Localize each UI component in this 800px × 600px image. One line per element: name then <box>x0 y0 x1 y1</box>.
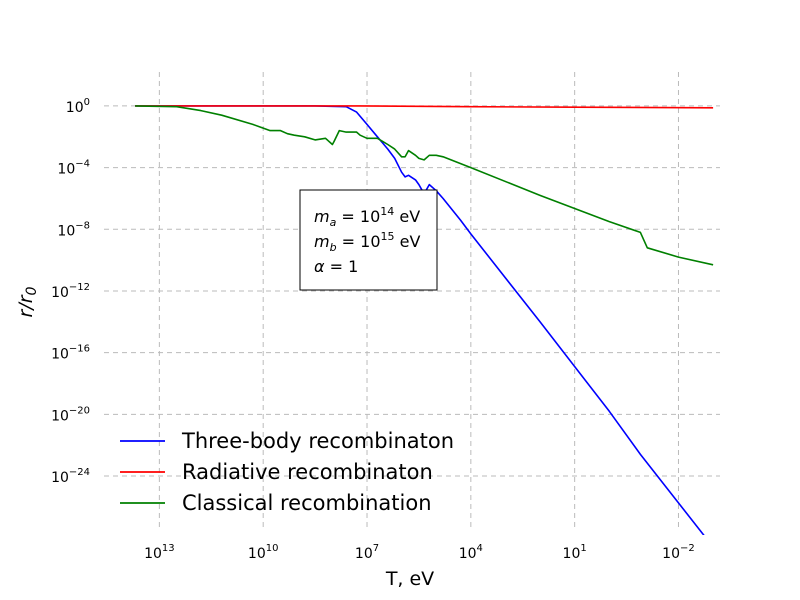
series-layer <box>135 105 714 535</box>
annotation-line: ma = 1014 eV <box>314 205 420 229</box>
x-axis-label: T, eV <box>385 568 434 590</box>
y-axis-ticks: 100 10−4 10−8 10−12 10−16 10−20 10−24 <box>51 97 90 486</box>
legend: Three-body recombinaton Radiative recombi… <box>120 429 454 515</box>
x-axis-ticks: 1013 1010 107 104 101 10−2 <box>144 543 695 562</box>
x-tick-label: 104 <box>459 543 483 562</box>
series-line-1 <box>135 105 705 535</box>
legend-label-2: Radiative recombinaton <box>182 460 433 484</box>
x-tick-label: 1013 <box>144 543 175 562</box>
legend-label-3: Classical recombination <box>182 491 432 515</box>
y-tick-label: 10−20 <box>51 405 90 424</box>
y-tick-label: 100 <box>66 97 90 116</box>
y-tick-label: 10−24 <box>51 467 90 486</box>
annotation-frame <box>299 189 438 291</box>
x-tick-label: 101 <box>563 543 587 562</box>
y-tick-label: 10−16 <box>51 344 90 363</box>
y-tick-label: 10−4 <box>57 159 90 178</box>
y-axis-label: r/r0 <box>15 286 40 317</box>
x-tick-label: 107 <box>355 543 379 562</box>
legend-label-1: Three-body recombinaton <box>181 429 454 453</box>
series-line-2 <box>135 105 714 109</box>
y-tick-label: 10−8 <box>57 220 90 239</box>
annotation-line: α = 1 <box>314 257 358 276</box>
x-tick-label: 10−2 <box>662 543 695 562</box>
grid <box>104 72 720 530</box>
x-tick-label: 1010 <box>248 543 279 562</box>
series-line-3 <box>135 105 714 266</box>
y-tick-label: 10−12 <box>51 282 90 301</box>
annotation-line: mb = 1015 eV <box>314 230 420 254</box>
